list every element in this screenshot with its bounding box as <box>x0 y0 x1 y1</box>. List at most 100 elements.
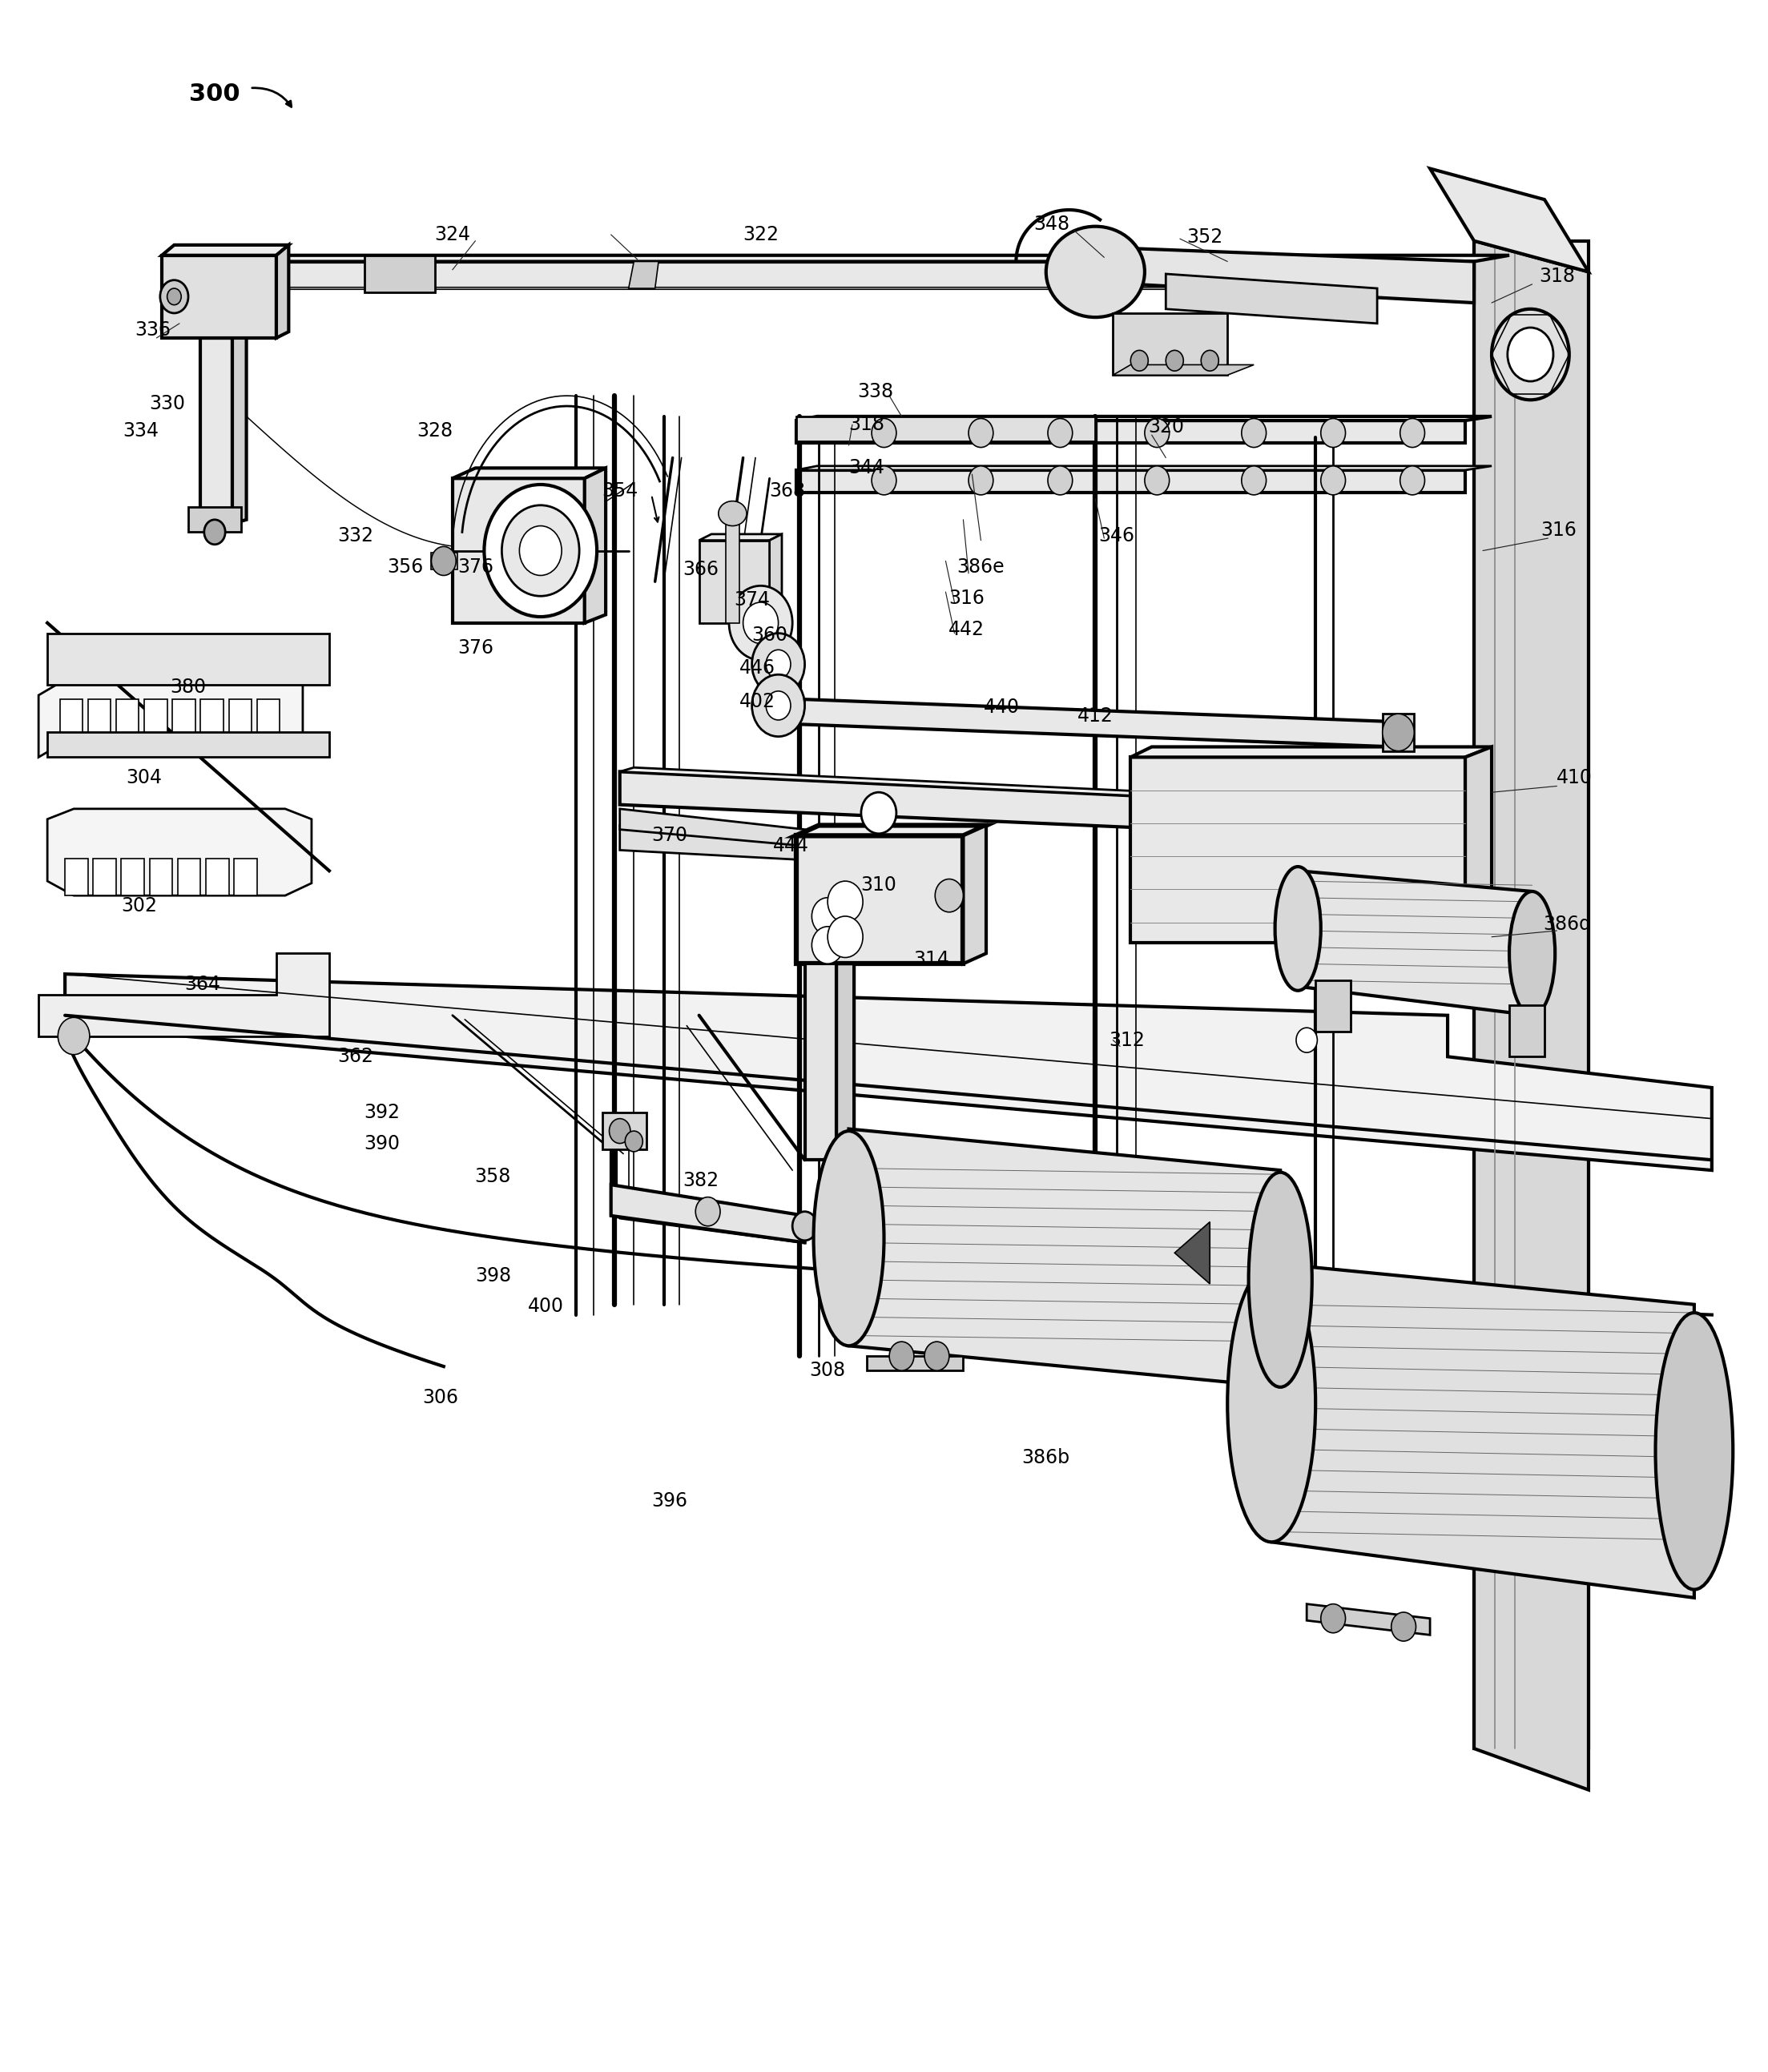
Bar <box>200 700 223 736</box>
Text: 366: 366 <box>682 559 720 578</box>
Bar <box>187 508 240 533</box>
Bar <box>88 700 111 736</box>
Ellipse shape <box>969 466 994 495</box>
Ellipse shape <box>812 897 843 934</box>
Polygon shape <box>249 261 1475 288</box>
Ellipse shape <box>484 485 598 617</box>
Polygon shape <box>1096 247 1475 303</box>
Ellipse shape <box>1200 350 1218 371</box>
Ellipse shape <box>925 1343 949 1370</box>
Polygon shape <box>796 700 1404 746</box>
Ellipse shape <box>812 926 843 963</box>
Text: 354: 354 <box>601 481 638 499</box>
Polygon shape <box>621 825 813 860</box>
Polygon shape <box>163 244 288 255</box>
Bar <box>256 700 279 736</box>
Polygon shape <box>612 1185 804 1243</box>
Polygon shape <box>621 767 1427 808</box>
Text: 370: 370 <box>651 827 688 845</box>
Text: 332: 332 <box>338 526 373 545</box>
Text: 440: 440 <box>985 698 1020 717</box>
Bar <box>122 858 145 895</box>
Polygon shape <box>249 255 1510 261</box>
Text: 352: 352 <box>1186 228 1223 247</box>
Bar <box>453 479 585 624</box>
Polygon shape <box>1298 870 1533 1015</box>
Polygon shape <box>48 808 311 895</box>
Text: 386e: 386e <box>956 557 1004 576</box>
Polygon shape <box>796 825 987 835</box>
Text: 310: 310 <box>861 876 896 895</box>
Text: 338: 338 <box>857 381 893 402</box>
Ellipse shape <box>1130 350 1147 371</box>
Text: 364: 364 <box>184 974 221 995</box>
Polygon shape <box>769 535 781 624</box>
Ellipse shape <box>1296 1028 1317 1053</box>
Ellipse shape <box>872 466 896 495</box>
Text: 304: 304 <box>126 769 163 787</box>
Polygon shape <box>621 771 1413 839</box>
Polygon shape <box>585 468 606 624</box>
Text: 442: 442 <box>949 620 985 638</box>
Ellipse shape <box>766 651 790 680</box>
Ellipse shape <box>1241 419 1266 448</box>
Bar <box>200 338 232 524</box>
Ellipse shape <box>1510 891 1556 1015</box>
Bar <box>796 835 964 963</box>
Ellipse shape <box>1241 466 1266 495</box>
Polygon shape <box>629 261 658 288</box>
Bar <box>60 700 83 736</box>
Ellipse shape <box>827 881 863 922</box>
Ellipse shape <box>718 501 746 526</box>
Ellipse shape <box>1047 226 1144 317</box>
Bar <box>1510 1005 1545 1057</box>
Ellipse shape <box>1492 309 1570 400</box>
Text: 380: 380 <box>170 678 207 696</box>
Text: 314: 314 <box>914 949 949 970</box>
Text: 324: 324 <box>435 226 470 244</box>
Polygon shape <box>65 974 1711 1171</box>
Polygon shape <box>796 416 1096 441</box>
Text: 344: 344 <box>849 458 884 479</box>
Ellipse shape <box>1165 350 1183 371</box>
Ellipse shape <box>872 419 896 448</box>
Text: 356: 356 <box>387 557 423 576</box>
Ellipse shape <box>610 1119 631 1144</box>
Ellipse shape <box>1508 327 1554 381</box>
Text: 318: 318 <box>1538 267 1575 286</box>
Text: 362: 362 <box>338 1046 373 1067</box>
Bar <box>228 700 251 736</box>
Text: 302: 302 <box>120 897 157 916</box>
Bar <box>233 858 256 895</box>
Ellipse shape <box>1400 466 1425 495</box>
Ellipse shape <box>766 692 790 719</box>
Bar <box>603 1113 647 1150</box>
Polygon shape <box>621 808 804 845</box>
Ellipse shape <box>792 1212 817 1241</box>
Ellipse shape <box>1048 466 1073 495</box>
Polygon shape <box>453 468 606 479</box>
Bar <box>1475 240 1588 1749</box>
Ellipse shape <box>1655 1314 1733 1589</box>
Bar <box>145 700 168 736</box>
Text: 376: 376 <box>458 557 493 576</box>
Ellipse shape <box>520 526 562 576</box>
Ellipse shape <box>1144 466 1169 495</box>
Polygon shape <box>1165 274 1377 323</box>
Bar <box>150 858 173 895</box>
Ellipse shape <box>969 419 994 448</box>
Text: 398: 398 <box>476 1266 511 1285</box>
Bar <box>431 553 458 570</box>
Polygon shape <box>1466 746 1492 943</box>
Text: 410: 410 <box>1556 769 1593 787</box>
Ellipse shape <box>751 675 804 736</box>
Bar <box>117 700 140 736</box>
Bar <box>1315 980 1351 1032</box>
Ellipse shape <box>58 1017 90 1055</box>
Ellipse shape <box>203 520 225 545</box>
Bar <box>94 858 117 895</box>
Text: 336: 336 <box>134 319 171 340</box>
Text: 386d: 386d <box>1543 916 1591 934</box>
Text: 396: 396 <box>651 1492 688 1510</box>
Text: 392: 392 <box>364 1102 400 1123</box>
